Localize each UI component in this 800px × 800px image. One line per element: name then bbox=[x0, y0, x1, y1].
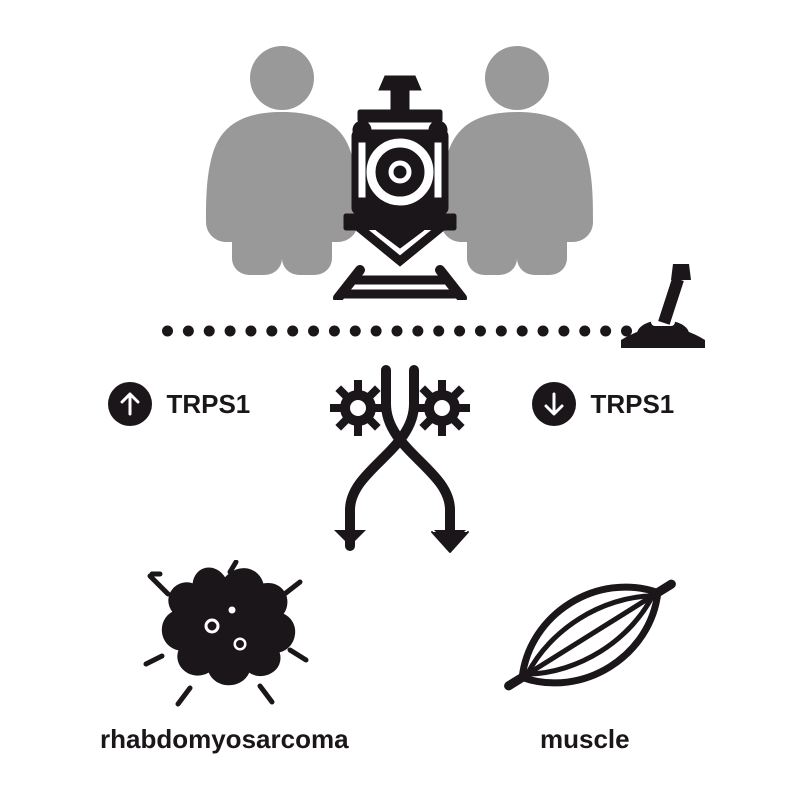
train-icon bbox=[310, 70, 490, 305]
diagram-canvas: TRPS1 TRPS1 bbox=[0, 0, 800, 800]
trps1-down-group: TRPS1 bbox=[532, 382, 674, 426]
gears-split-icon bbox=[300, 360, 500, 585]
trps1-up-label: TRPS1 bbox=[166, 389, 250, 419]
dotted-line bbox=[162, 324, 632, 343]
outcome-right-label: muscle bbox=[540, 724, 630, 755]
muscle-icon bbox=[500, 555, 680, 720]
lever-icon bbox=[615, 262, 710, 357]
trps1-down-label: TRPS1 bbox=[590, 389, 674, 419]
tumor-icon bbox=[140, 560, 310, 715]
trps1-up-group: TRPS1 bbox=[108, 382, 250, 426]
down-arrow-icon bbox=[532, 382, 576, 426]
outcome-left-label: rhabdomyosarcoma bbox=[100, 724, 349, 755]
up-arrow-icon bbox=[108, 382, 152, 426]
